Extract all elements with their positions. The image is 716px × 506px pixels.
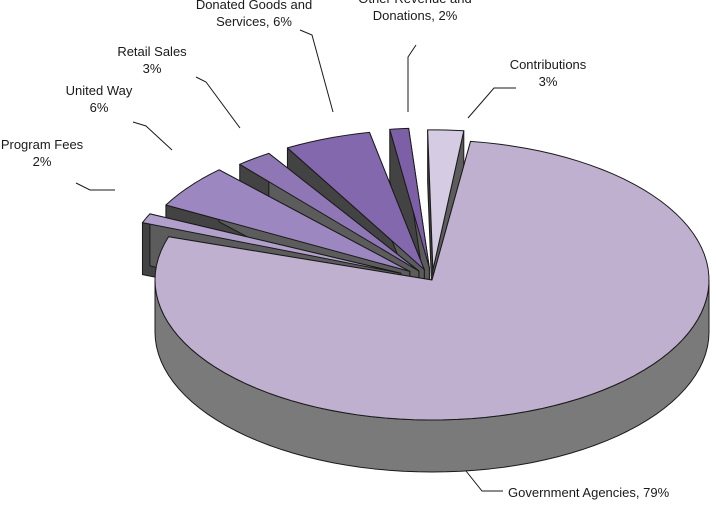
leader-line — [465, 470, 503, 492]
slice-label-text: Other Revenue andDonations, 2% — [358, 0, 471, 23]
slice-label-united-way: United Way 6% — [66, 83, 173, 151]
leader-line — [132, 121, 173, 151]
slice-label-text: Contributions 3% — [510, 57, 587, 89]
slice-label-retail-sales: Retail Sales 3% — [117, 44, 241, 129]
slice-label-donated-goods-and-services: Donated Goods and Services, 6% — [196, 0, 334, 113]
leader-line — [195, 76, 241, 129]
pie-slice-top — [389, 127, 430, 269]
pie-sides — [141, 127, 710, 473]
slice-label-other-revenue-and-donations: Other Revenue andDonations, 2% — [358, 0, 472, 112]
leader-line — [299, 29, 334, 113]
pie-slice-top — [165, 169, 411, 272]
pie-slice-top — [286, 131, 425, 271]
slice-label-text: United Way 6% — [66, 83, 133, 115]
slice-label-government-agencies: Government Agencies, 79% — [465, 470, 670, 500]
pie-slice-top — [427, 129, 465, 271]
leader-line — [467, 87, 516, 119]
pie-slice-top — [141, 213, 402, 274]
slice-label-text: Retail Sales 3% — [117, 44, 187, 76]
slice-label-text: Government Agencies, 79% — [508, 485, 670, 500]
pie-slice-top — [154, 140, 710, 421]
pie-labels: Government Agencies, 79% Program Fees 2% Un… — [1, 0, 670, 500]
leader-line — [75, 182, 115, 191]
slice-label-program-fees: Program Fees 2% — [1, 137, 115, 191]
leader-line — [407, 44, 417, 112]
slice-label-contributions: Contributions 3% — [467, 57, 587, 119]
slice-label-text: Program Fees 2% — [1, 137, 84, 169]
slice-label-text: Donated Goods and Services, 6% — [196, 0, 312, 29]
pie-slice-government-agencies — [154, 140, 710, 473]
pie-slice-top — [239, 152, 420, 272]
